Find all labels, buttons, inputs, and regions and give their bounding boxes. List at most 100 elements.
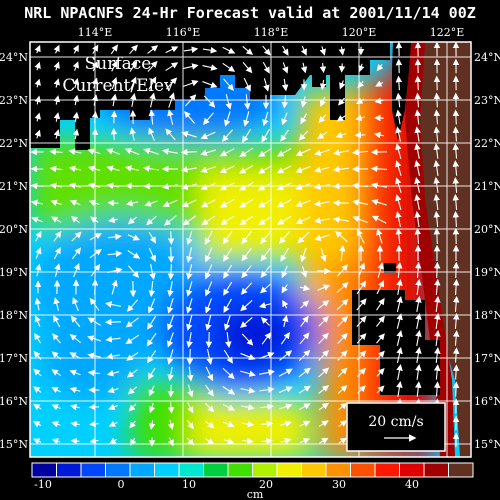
current-arrow (300, 96, 308, 108)
current-arrow (186, 247, 193, 263)
current-arrow (223, 421, 235, 428)
current-arrow (222, 230, 233, 245)
current-arrow (396, 330, 403, 346)
current-arrow (240, 299, 253, 312)
map-frame (29, 41, 472, 458)
current-arrow (395, 160, 402, 176)
current-arrow (318, 349, 329, 361)
graticule (30, 42, 471, 457)
current-arrow (69, 199, 81, 206)
current-arrow (204, 384, 214, 397)
colorbar-swatch (80, 462, 106, 478)
current-arrow (165, 77, 178, 90)
colorbar (31, 462, 474, 478)
current-arrow (53, 61, 60, 71)
current-arrow (452, 312, 460, 329)
current-arrow (414, 210, 421, 228)
current-arrow (166, 315, 174, 331)
current-arrow (301, 266, 308, 278)
current-arrow (130, 437, 137, 446)
current-arrow (281, 95, 289, 109)
current-arrow (295, 199, 311, 208)
current-arrow (127, 234, 141, 241)
current-arrow (167, 263, 175, 281)
figure-title: NRL NPACNFS 24-Hr Forecast valid at 2001… (24, 4, 476, 22)
current-arrow (357, 80, 365, 89)
current-arrow (162, 199, 178, 208)
current-arrow (355, 114, 365, 122)
current-arrow (433, 347, 441, 363)
current-arrow (396, 278, 403, 295)
colorbar-swatch (178, 462, 204, 478)
current-arrow (395, 227, 402, 245)
current-arrow (223, 247, 233, 262)
current-arrow (106, 353, 120, 360)
current-arrow (332, 149, 349, 156)
colorbar-swatch (301, 462, 327, 478)
current-arrow (452, 330, 460, 346)
current-arrow (33, 386, 42, 393)
current-arrow (281, 112, 288, 126)
current-arrow (258, 165, 273, 174)
current-arrow (186, 437, 195, 446)
current-arrow (223, 78, 234, 91)
current-arrow (318, 367, 330, 378)
current-arrow (282, 299, 289, 309)
current-arrow (261, 437, 273, 445)
current-arrow (337, 350, 348, 361)
current-arrow (259, 283, 271, 294)
current-arrow (320, 248, 327, 262)
current-arrow (295, 148, 311, 157)
current-arrow (395, 75, 403, 91)
colorbar-label: 10 (182, 478, 196, 491)
colorbar-label: 40 (405, 478, 419, 491)
current-arrow (351, 148, 369, 156)
current-arrow (300, 113, 307, 125)
colorbar-swatch (252, 462, 278, 478)
current-arrow (375, 315, 385, 327)
current-arrow (186, 332, 193, 349)
current-arrow (240, 387, 256, 394)
current-arrow (220, 215, 235, 226)
current-arrow (295, 165, 311, 174)
current-arrow (147, 60, 158, 72)
current-arrow (433, 143, 440, 159)
current-arrow (433, 126, 441, 142)
current-arrow (202, 81, 218, 88)
current-arrow (261, 332, 272, 345)
current-arrow (298, 403, 311, 411)
current-arrow (148, 402, 156, 414)
current-arrow (72, 94, 80, 106)
current-arrow (149, 92, 156, 108)
current-arrow (299, 332, 310, 345)
current-arrow (69, 403, 81, 411)
current-arrow (124, 148, 140, 156)
current-arrow (72, 77, 80, 89)
colorbar-labels: -10 0 10 20 30 40 (34, 478, 419, 491)
current-arrow (282, 45, 289, 56)
current-arrow (396, 296, 403, 312)
current-arrow (148, 232, 156, 244)
current-arrow (204, 298, 212, 314)
current-arrow (319, 63, 327, 74)
current-arrow (72, 61, 79, 71)
current-arrow (147, 367, 156, 380)
current-arrow (108, 403, 119, 410)
lat-label: 16°N (0, 395, 28, 408)
current-arrow (184, 94, 197, 107)
current-arrow (110, 93, 118, 107)
colorbar-label: 0 (118, 478, 125, 491)
current-arrow (108, 216, 118, 224)
current-arrow (298, 385, 311, 394)
current-arrow (168, 92, 175, 108)
current-arrow (433, 109, 441, 125)
colorbar-swatch (399, 462, 425, 478)
current-arrow (433, 193, 440, 211)
current-arrow (69, 334, 81, 343)
current-arrow (49, 165, 63, 173)
current-arrow (224, 315, 231, 331)
current-arrow (374, 97, 384, 105)
current-arrow (299, 420, 311, 427)
